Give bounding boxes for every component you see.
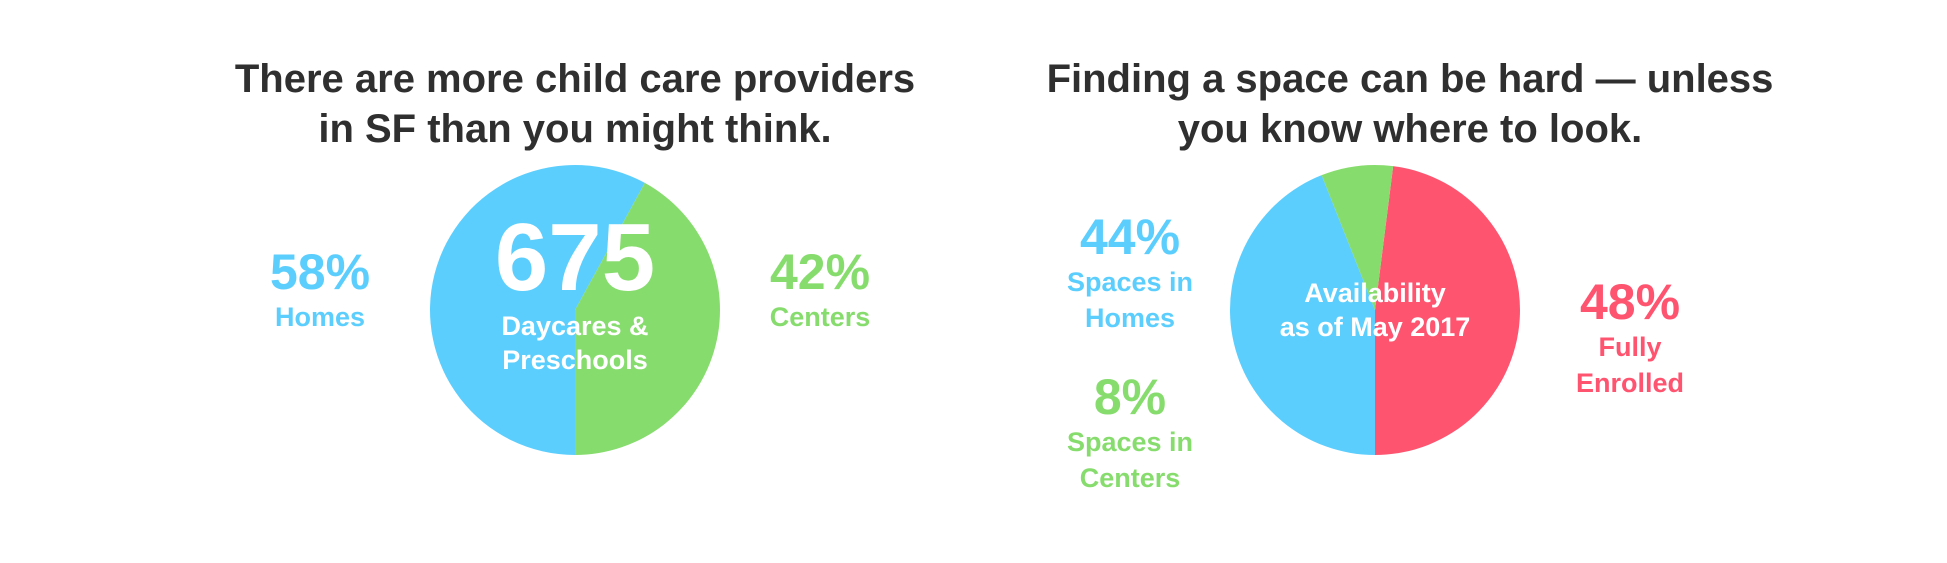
spaces-homes-legend: 44% Spaces in Homes — [1045, 210, 1215, 336]
spaces-centers-percent: 8% — [1093, 369, 1167, 425]
homes-legend: 58% Homes — [240, 245, 400, 335]
providers-total-label-line-2: Preschools — [502, 345, 648, 375]
availability-title-line-2: you know where to look. — [1177, 107, 1643, 151]
spaces-centers-legend: 8% Spaces in Centers — [1045, 370, 1215, 496]
spaces-homes-label-line-2: Homes — [1084, 303, 1176, 333]
fully-enrolled-label-line-1: Fully — [1598, 332, 1662, 362]
providers-slice-centers — [575, 182, 720, 455]
homes-percent: 58% — [269, 244, 371, 300]
availability-panel: Finding a space can be hard — unless you… — [1000, 0, 1947, 563]
spaces-homes-label-line-1: Spaces in — [1066, 267, 1194, 297]
fully-enrolled-percent: 48% — [1579, 274, 1681, 330]
centers-label: Centers — [769, 302, 871, 332]
availability-pie-chart: Availability as of May 2017 — [1230, 165, 1520, 455]
spaces-centers-label-line-1: Spaces in — [1066, 427, 1194, 457]
providers-total-value: 675 — [495, 204, 655, 311]
centers-percent: 42% — [769, 244, 871, 300]
homes-label: Homes — [274, 302, 366, 332]
availability-slice-spaces-in-centers — [1321, 165, 1394, 310]
fully-enrolled-legend: 48% Fully Enrolled — [1545, 275, 1715, 401]
availability-label-line-1: Availability — [1304, 278, 1446, 308]
providers-title-line-1: There are more child care providers — [234, 57, 916, 101]
availability-chart-title: Finding a space can be hard — unless you… — [1030, 54, 1790, 154]
spaces-centers-label-line-2: Centers — [1079, 463, 1181, 493]
centers-legend: 42% Centers — [740, 245, 900, 335]
availability-label-line-2: as of May 2017 — [1280, 312, 1471, 342]
availability-slice-spaces-in-homes — [1230, 175, 1375, 455]
providers-slice-homes — [429, 164, 645, 455]
availability-slice-fully-enrolled — [1375, 166, 1520, 455]
availability-title-line-1: Finding a space can be hard — unless — [1046, 57, 1774, 101]
spaces-homes-percent: 44% — [1079, 209, 1181, 265]
providers-title-line-2: in SF than you might think. — [318, 107, 832, 151]
providers-total-label-line-1: Daycares & — [501, 311, 648, 341]
providers-chart-title: There are more child care providers in S… — [200, 54, 950, 154]
providers-panel: There are more child care providers in S… — [200, 54, 950, 455]
fully-enrolled-label-line-2: Enrolled — [1575, 368, 1684, 398]
providers-pie-chart: 675 Daycares & Preschools — [429, 164, 720, 455]
